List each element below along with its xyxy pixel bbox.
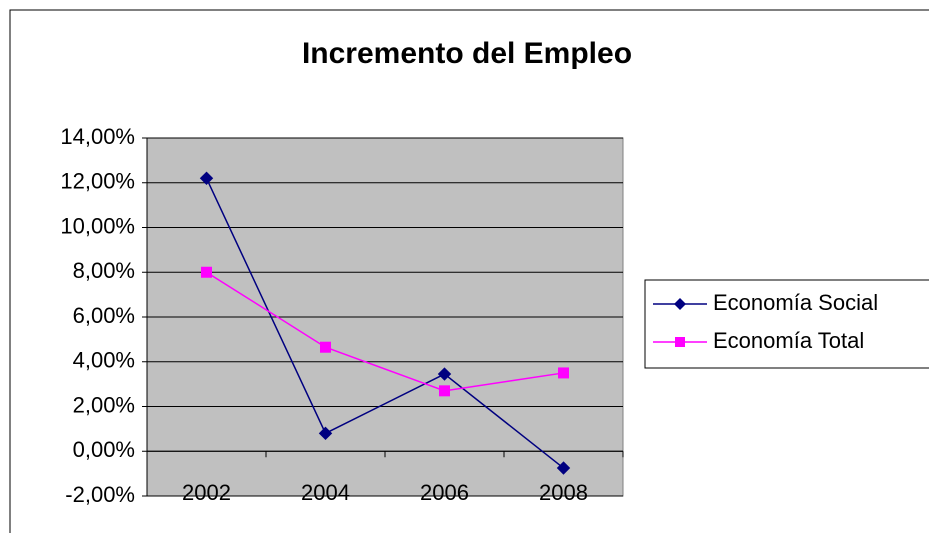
legend-label: Economía Total xyxy=(713,328,864,353)
legend-box xyxy=(644,279,929,369)
series-line xyxy=(206,271,564,392)
y-tick-label: 0,00% xyxy=(73,437,135,462)
marker xyxy=(318,426,333,441)
x-tick-label: 2006 xyxy=(420,480,469,505)
marker xyxy=(437,367,452,381)
x-tick-label: 2008 xyxy=(539,480,588,505)
chart-title: Incremento del Empleo xyxy=(302,37,632,70)
legend-marker xyxy=(675,337,685,347)
marker xyxy=(439,385,450,397)
y-tick-label: 2,00% xyxy=(73,392,135,417)
marker xyxy=(201,266,212,278)
y-tick-label: 14,00% xyxy=(60,124,135,149)
y-tick-label: 12,00% xyxy=(60,169,135,194)
marker xyxy=(556,461,571,475)
series-line xyxy=(205,177,564,469)
y-tick-label: 8,00% xyxy=(73,258,135,283)
legend-label: Economía Social xyxy=(713,290,878,315)
marker xyxy=(199,171,214,185)
y-tick-label: 4,00% xyxy=(73,348,135,373)
x-tick-label: 2002 xyxy=(182,480,231,505)
y-tick-label: 10,00% xyxy=(60,213,135,238)
marker xyxy=(558,367,569,379)
marker xyxy=(320,341,331,353)
y-tick-label: -2,00% xyxy=(65,482,135,507)
x-tick-label: 2004 xyxy=(301,480,350,505)
y-tick-label: 6,00% xyxy=(73,303,135,328)
legend-marker xyxy=(674,298,686,310)
